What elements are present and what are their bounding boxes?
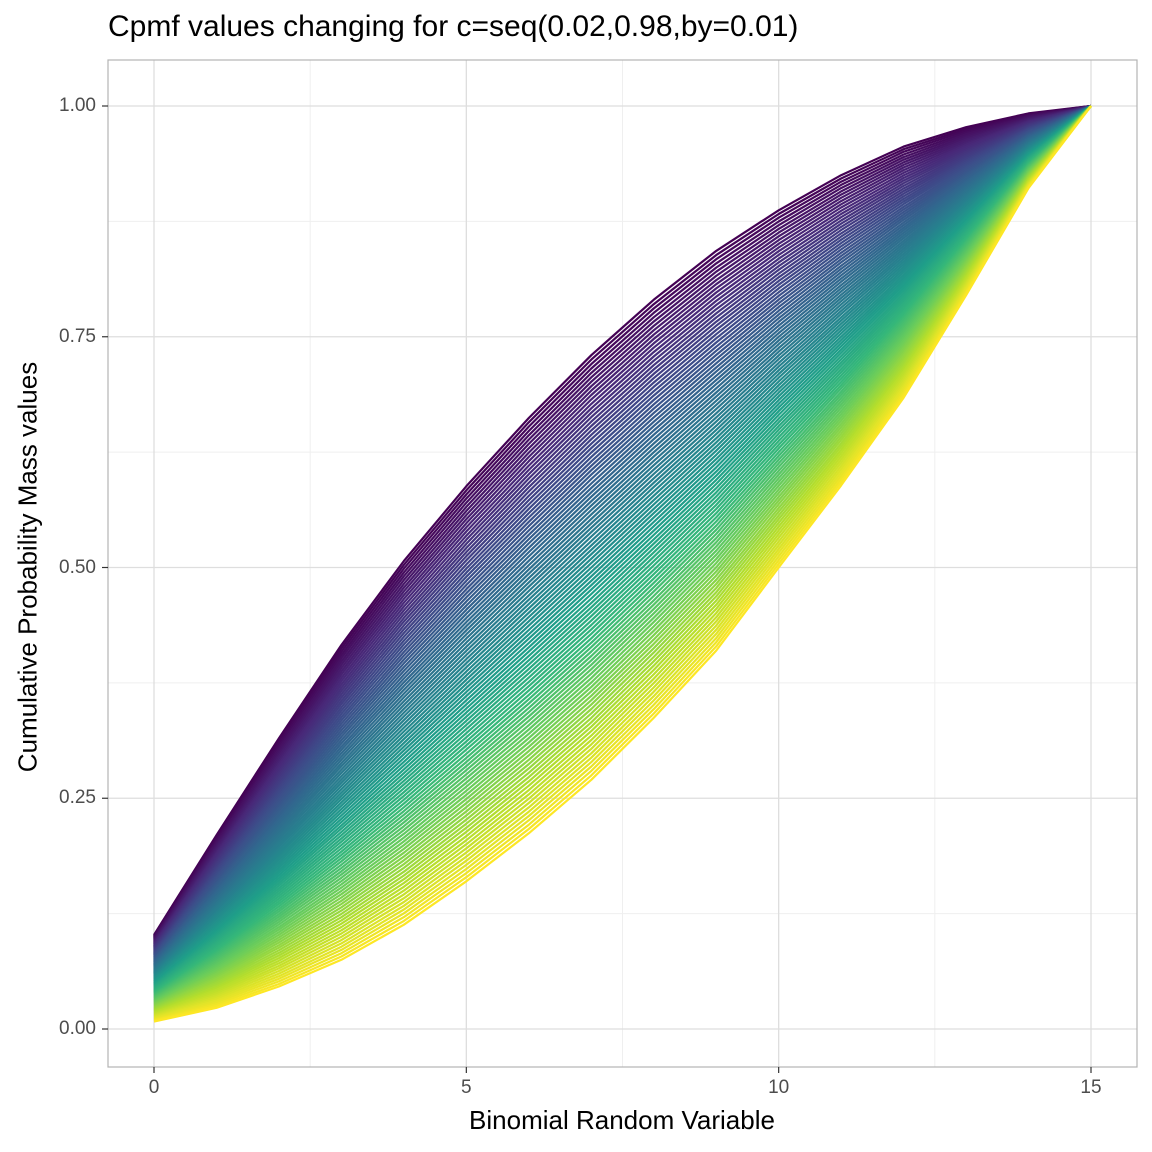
y-axis-label: Cumulative Probability Mass values (12, 361, 43, 773)
y-tick-label: 0.25 (59, 787, 96, 809)
chart-title: Cpmf values changing for c=seq(0.02,0.98… (108, 10, 799, 43)
x-tick-label: 5 (461, 1077, 472, 1098)
y-tick-label: 0.50 (59, 556, 96, 578)
y-tick-label: 1.00 (59, 95, 96, 116)
x-tick-label: 10 (768, 1077, 790, 1098)
x-tick-label: 0 (148, 1077, 160, 1098)
x-tick-label: 15 (1080, 1077, 1102, 1098)
cpmf-curves (153, 104, 1092, 1023)
y-tick-label: 0.00 (59, 1018, 96, 1039)
panel-border (107, 59, 1138, 1068)
axis-ticks (102, 105, 1092, 1073)
y-tick-label: 0.75 (59, 325, 96, 347)
x-axis-label: Binomial Random Variable (469, 1105, 775, 1135)
